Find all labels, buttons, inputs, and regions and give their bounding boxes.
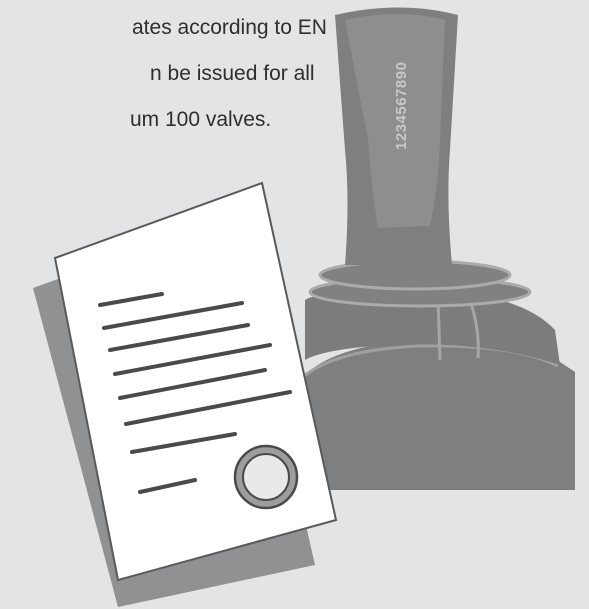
- page: {"text_lines": ["ates according to EN", …: [0, 0, 589, 609]
- text-line: ates according to EN: [132, 16, 327, 39]
- text-line: n be issued for all: [150, 62, 315, 85]
- text-line: um 100 valves.: [130, 108, 271, 131]
- valve-label: 1234567890: [393, 62, 410, 150]
- illustration: ates according to EN n be issued for all…: [0, 0, 589, 609]
